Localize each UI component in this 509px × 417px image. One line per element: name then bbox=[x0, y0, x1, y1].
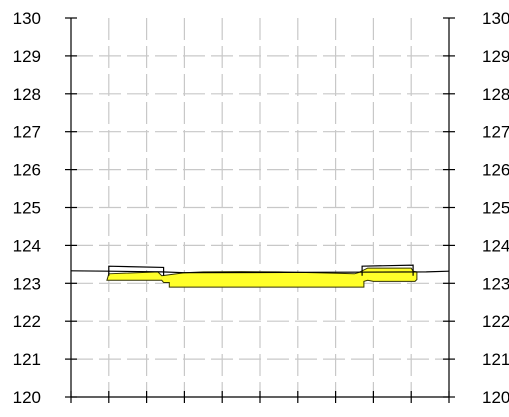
fill-section-polygon bbox=[106, 267, 418, 288]
left-y-tick-label: 121 bbox=[13, 350, 41, 369]
left-y-tick-label: 124 bbox=[13, 236, 41, 255]
grid bbox=[71, 18, 449, 397]
left-y-tick-label: 129 bbox=[13, 47, 41, 66]
left-y-tick-label: 122 bbox=[13, 312, 41, 331]
left-y-tick-label: 120 bbox=[13, 388, 41, 407]
right-y-tick-label: 129 bbox=[482, 47, 509, 66]
right-y-tick-label: 125 bbox=[482, 199, 509, 218]
right-y-tick-label: 122 bbox=[482, 312, 509, 331]
left-y-tick-label: 123 bbox=[13, 274, 41, 293]
left-y-tick-label: 128 bbox=[13, 85, 41, 104]
right-y-tick-label: 128 bbox=[482, 85, 509, 104]
left-y-tick-label: 127 bbox=[13, 123, 41, 142]
tick-labels: 120 120 121 121 122 122 123 123 124 124 125 125 126 1… bbox=[13, 9, 509, 407]
right-y-tick-label: 130 bbox=[482, 9, 509, 28]
section-data bbox=[70, 264, 450, 288]
right-y-tick-label: 126 bbox=[482, 161, 509, 180]
existing-profile-right bbox=[361, 264, 414, 276]
left-y-tick-label: 126 bbox=[13, 161, 41, 180]
right-y-tick-label: 121 bbox=[482, 350, 509, 369]
right-y-tick-label: 124 bbox=[482, 236, 509, 255]
axes bbox=[65, 17, 455, 403]
right-y-tick-label: 120 bbox=[482, 388, 509, 407]
right-y-tick-label: 127 bbox=[482, 123, 509, 142]
right-y-tick-label: 123 bbox=[482, 274, 509, 293]
left-y-tick-label: 130 bbox=[13, 9, 41, 28]
left-y-tick-label: 125 bbox=[13, 199, 41, 218]
ground-line bbox=[70, 270, 450, 274]
